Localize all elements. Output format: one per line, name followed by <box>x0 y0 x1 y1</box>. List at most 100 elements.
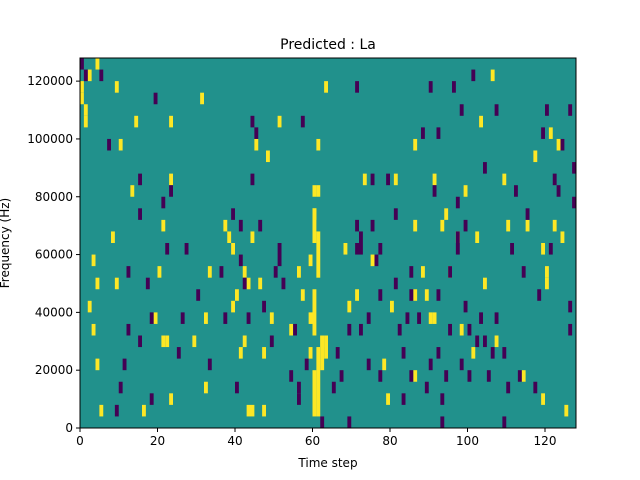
heatmap-cell-high <box>440 219 445 232</box>
heatmap-cell-high <box>250 404 255 417</box>
heatmap-cell-high <box>200 92 204 105</box>
heatmap-cell-high <box>246 277 251 290</box>
heatmap-cell-high <box>262 404 266 417</box>
heatmap-cell-high <box>556 138 561 151</box>
y-tick-label: 20000 <box>35 363 73 377</box>
heatmap-cell-high <box>242 266 247 278</box>
heatmap-cell-high <box>204 312 208 324</box>
heatmap-cell-high <box>118 138 123 151</box>
heatmap-cell-high <box>231 300 235 313</box>
heatmap-cell-high <box>421 266 425 278</box>
y-tick-label: 40000 <box>35 305 73 319</box>
heatmap-cell-low <box>401 393 406 405</box>
heatmap-cell-low <box>138 208 142 220</box>
heatmap-cell-low <box>432 185 437 197</box>
heatmap-background <box>80 58 576 428</box>
heatmap-cell-low <box>331 381 336 394</box>
y-tick-label: 80000 <box>35 190 73 204</box>
heatmap-cell-low <box>169 185 173 197</box>
heatmap-cell-low <box>184 243 189 255</box>
heatmap-cell-high <box>320 335 325 371</box>
heatmap-cell-high <box>316 347 321 417</box>
heatmap-cell-high <box>312 208 317 243</box>
y-tick-label: 120000 <box>27 74 73 88</box>
heatmap-cell-high <box>552 219 557 232</box>
heatmap-cell-low <box>250 115 255 128</box>
heatmap-cell-high <box>521 370 526 382</box>
heatmap-cell-low <box>235 381 239 394</box>
heatmap-cell-high <box>289 323 294 336</box>
heatmap-cell-high <box>324 81 328 93</box>
heatmap-cell-high <box>525 219 530 232</box>
heatmap-cell-low <box>541 127 545 139</box>
heatmap-cell-low <box>455 231 460 255</box>
heatmap-cell-low <box>300 115 305 128</box>
heatmap-cell-low <box>572 196 576 209</box>
heatmap-cell-low <box>393 277 398 290</box>
heatmap-cell-low <box>378 370 383 382</box>
heatmap-cell-high <box>157 266 162 278</box>
heatmap-cell-low <box>424 381 429 394</box>
heatmap-cell-high <box>432 312 437 324</box>
x-tick-label: 80 <box>382 434 397 448</box>
heatmap-cell-high <box>316 231 321 243</box>
heatmap-cell-high <box>254 138 259 151</box>
heatmap-cell-low <box>355 243 359 255</box>
heatmap-cell-low <box>355 219 359 232</box>
heatmap-cell-low <box>510 243 514 255</box>
heatmap-cell-high <box>355 289 359 301</box>
x-tick-label: 0 <box>76 434 84 448</box>
heatmap-cell-low <box>277 243 282 267</box>
heatmap-cell-low <box>238 254 243 267</box>
heatmap-cell-low <box>242 277 247 290</box>
heatmap-cell-low <box>459 104 464 116</box>
heatmap-cell-high <box>297 266 301 278</box>
heatmap-cell-high <box>95 358 100 371</box>
heatmap-cell-low <box>366 358 371 371</box>
heatmap-cell-high <box>347 300 352 313</box>
heatmap-cell-low <box>448 323 452 336</box>
heatmap-cell-low <box>545 104 549 116</box>
heatmap-cell-high <box>169 393 173 405</box>
heatmap-cell-high <box>114 277 119 290</box>
y-tick-label: 60000 <box>35 248 73 262</box>
x-tick-label: 60 <box>305 434 320 448</box>
heatmap-cell-low <box>118 381 123 394</box>
heatmap-cell-high <box>80 92 84 105</box>
heatmap-cell-low <box>289 370 294 382</box>
heatmap-cell-low <box>475 335 480 348</box>
heatmap-cell-high <box>312 289 317 336</box>
heatmap-cell-low <box>521 266 526 278</box>
heatmap-cell-low <box>335 347 340 359</box>
heatmap-cell-low <box>149 393 154 405</box>
heatmap-cell-high <box>87 69 92 82</box>
heatmap-cell-low <box>231 208 235 220</box>
heatmap-cell-high <box>506 219 511 232</box>
heatmap-cell-low <box>297 393 301 405</box>
heatmap-cell-high <box>413 289 418 301</box>
heatmap-cell-low <box>436 127 441 139</box>
heatmap-cell-low <box>560 138 565 151</box>
heatmap-cell-high <box>204 381 208 394</box>
heatmap-cell-low <box>514 185 518 197</box>
heatmap-cell-high <box>95 58 100 70</box>
heatmap-cell-high <box>471 347 476 359</box>
plot-frame <box>79 57 577 429</box>
heatmap-cell-low <box>122 358 127 371</box>
heatmap-cell-high <box>192 335 197 348</box>
heatmap-cell-low <box>506 381 511 394</box>
heatmap-cell-low <box>486 370 491 382</box>
heatmap-cell-high <box>91 254 96 267</box>
heatmap-cell-high <box>269 312 274 324</box>
heatmap-cell-high <box>266 150 270 163</box>
heatmap-cell-high <box>413 138 418 151</box>
heatmap-cell-low <box>149 312 154 324</box>
heatmap-cell-low <box>378 289 383 301</box>
heatmap-cell-high <box>494 335 499 348</box>
heatmap-cell-low <box>548 243 553 255</box>
heatmap-cell-low <box>471 69 476 82</box>
heatmap-cell-high <box>153 312 158 324</box>
heatmap-cell-high <box>343 243 348 255</box>
heatmap-cell-high <box>316 138 321 151</box>
